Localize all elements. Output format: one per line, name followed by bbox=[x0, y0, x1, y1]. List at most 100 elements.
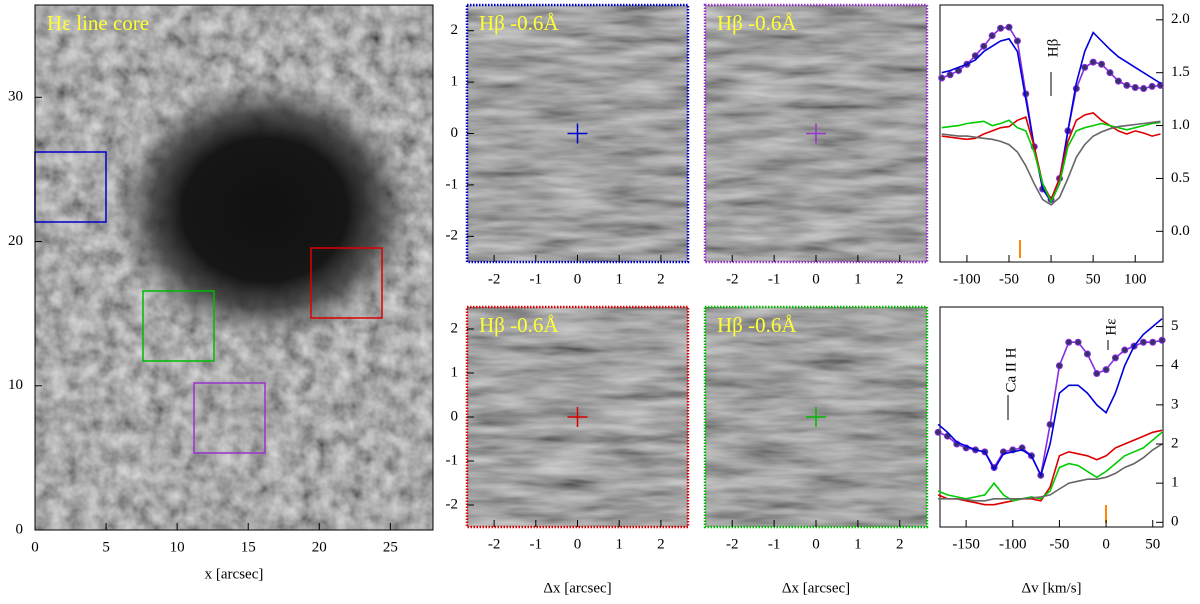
x-tick-label: -2 bbox=[726, 271, 739, 287]
y-tick-label: -1 bbox=[446, 176, 459, 192]
x-tick-label: -150 bbox=[952, 536, 980, 552]
y-tick-label: 1 bbox=[451, 74, 459, 90]
sunspot bbox=[115, 80, 415, 340]
y-tick-label: 4 bbox=[1171, 357, 1179, 373]
x-tick-label: 0 bbox=[31, 539, 39, 555]
series-marker bbox=[1139, 338, 1147, 346]
y-tick-label: 2 bbox=[451, 22, 459, 38]
x-tick-label: 15 bbox=[241, 539, 256, 555]
annotation: Hβ bbox=[1045, 39, 1061, 57]
x-tick-label: 0 bbox=[1047, 271, 1055, 287]
x-tick-label: 50 bbox=[1145, 536, 1160, 552]
series-marker bbox=[1013, 37, 1021, 45]
series-line bbox=[937, 429, 1163, 506]
x-tick-label: 50 bbox=[1086, 271, 1101, 287]
y-tick-label: 10 bbox=[8, 377, 23, 393]
panel-title: Hβ -0.6Å bbox=[479, 313, 559, 337]
series-line bbox=[937, 318, 1163, 478]
x-tick-label: -100 bbox=[953, 271, 981, 287]
series-marker bbox=[1111, 354, 1119, 362]
x-tick-label: -50 bbox=[1049, 536, 1069, 552]
x-tick-label: 0 bbox=[812, 271, 820, 287]
y-tick-label: -1 bbox=[446, 452, 459, 468]
x-tick-label: -2 bbox=[488, 271, 501, 287]
x-axis-label: Δx [arcsec] bbox=[543, 580, 611, 596]
series-marker bbox=[946, 71, 954, 79]
series-marker bbox=[1149, 338, 1157, 346]
y-tick-label: 1 bbox=[1171, 475, 1179, 491]
series-marker bbox=[1121, 346, 1129, 354]
y-tick-label: 0 bbox=[451, 408, 459, 424]
region-box bbox=[310, 247, 383, 319]
x-tick-label: 1 bbox=[854, 536, 862, 552]
series-marker bbox=[1046, 420, 1054, 428]
series-marker bbox=[1093, 370, 1101, 378]
panel-title: Hε line core bbox=[47, 11, 149, 35]
y-tick-label: 1.5 bbox=[1171, 64, 1190, 80]
region-box bbox=[142, 290, 215, 362]
series-line bbox=[937, 431, 1163, 502]
x-tick-label: 1 bbox=[615, 536, 623, 552]
frame bbox=[703, 3, 929, 264]
y-tick-label: 2.0 bbox=[1171, 11, 1190, 27]
annotation: Ca II H bbox=[1003, 347, 1019, 392]
series-marker bbox=[1098, 60, 1106, 68]
series-marker bbox=[1158, 336, 1166, 344]
x-axis-label: x [arcsec] bbox=[205, 566, 264, 582]
series-marker bbox=[988, 32, 996, 40]
series-marker bbox=[1083, 350, 1091, 358]
x-tick-label: 0 bbox=[574, 271, 582, 287]
series-marker bbox=[1148, 82, 1156, 90]
series-marker bbox=[1074, 338, 1082, 346]
x-axis-label: Δx [arcsec] bbox=[782, 580, 850, 596]
series-line bbox=[938, 443, 1163, 502]
y-tick-label: 0 bbox=[1171, 514, 1179, 530]
x-tick-label: 2 bbox=[657, 536, 665, 552]
panel-title: Hβ -0.6Å bbox=[717, 313, 797, 337]
series-marker bbox=[997, 24, 1005, 32]
x-tick-label: 1 bbox=[854, 271, 862, 287]
x-tick-label: 1 bbox=[615, 271, 623, 287]
x-tick-label: 0 bbox=[812, 536, 820, 552]
x-tick-label: 2 bbox=[896, 271, 904, 287]
x-tick-label: 0 bbox=[1102, 536, 1110, 552]
series-line bbox=[941, 120, 1161, 206]
y-tick-label: 1 bbox=[451, 364, 459, 380]
x-tick-label: -1 bbox=[530, 536, 543, 552]
y-tick-label: 3 bbox=[1171, 396, 1179, 412]
series-marker bbox=[1140, 85, 1148, 93]
y-tick-label: 2 bbox=[451, 320, 459, 336]
series-line bbox=[941, 119, 1161, 204]
y-tick-label: 30 bbox=[8, 89, 23, 105]
x-tick-label: -2 bbox=[726, 536, 739, 552]
series-marker bbox=[980, 42, 988, 50]
series-marker bbox=[1089, 58, 1097, 66]
y-tick-label: 20 bbox=[8, 233, 23, 249]
x-tick-label: 2 bbox=[896, 536, 904, 552]
x-tick-label: -1 bbox=[768, 536, 781, 552]
series-marker bbox=[1005, 23, 1013, 31]
y-tick-label: -2 bbox=[446, 228, 459, 244]
series-marker bbox=[934, 428, 942, 436]
frame bbox=[34, 4, 434, 531]
y-tick-label: -2 bbox=[446, 496, 459, 512]
x-tick-label: 5 bbox=[102, 539, 110, 555]
y-tick-label: 0 bbox=[451, 125, 459, 141]
y-tick-label: 0 bbox=[16, 521, 24, 537]
x-axis-label: Δv [km/s] bbox=[1021, 580, 1081, 596]
x-tick-label: -50 bbox=[999, 271, 1019, 287]
series-marker bbox=[1081, 63, 1089, 71]
series-marker bbox=[938, 74, 946, 82]
x-tick-label: 20 bbox=[312, 539, 327, 555]
y-tick-label: 0.5 bbox=[1171, 170, 1190, 186]
series-marker bbox=[1055, 362, 1063, 370]
y-tick-label: 5 bbox=[1171, 318, 1179, 334]
series-marker bbox=[1102, 366, 1110, 374]
series-marker bbox=[1065, 338, 1073, 346]
x-tick-label: -2 bbox=[488, 536, 501, 552]
x-tick-label: 0 bbox=[574, 536, 582, 552]
annotation: Hε bbox=[1103, 318, 1119, 335]
series-marker bbox=[971, 52, 979, 60]
